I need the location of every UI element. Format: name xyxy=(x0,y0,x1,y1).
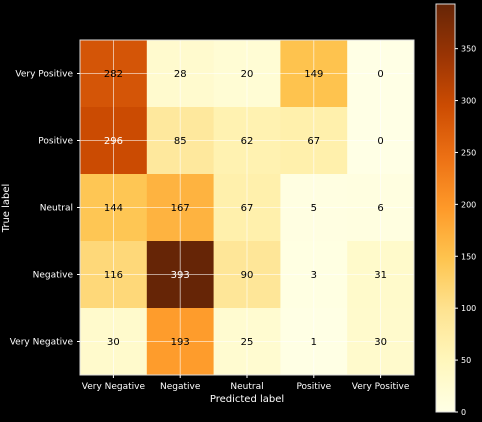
y-tick-label: Neutral xyxy=(40,204,73,214)
x-tick-label: Negative xyxy=(160,382,201,392)
cell-value-label: 193 xyxy=(171,337,190,348)
colorbar-tick-label: 150 xyxy=(461,252,476,261)
cell-value-label: 1 xyxy=(311,337,317,348)
x-tick-label: Very Negative xyxy=(82,382,146,392)
colorbar xyxy=(435,3,456,413)
y-tick-label: Very Positive xyxy=(15,70,73,80)
cell-value-label: 30 xyxy=(107,337,120,348)
x-tick-label: Very Positive xyxy=(352,382,410,392)
colorbar-tick-label: 200 xyxy=(461,200,476,209)
y-axis-ticks: Very Positive Positive Neutral Negative Very… xyxy=(10,70,80,348)
colorbar-tick-label: 250 xyxy=(461,148,476,157)
cell-value-label: 67 xyxy=(307,136,320,147)
cell-value-label: 25 xyxy=(241,337,254,348)
cell-value-label: 62 xyxy=(241,136,254,147)
cell-value-label: 282 xyxy=(104,69,123,80)
colorbar-tick-label: 50 xyxy=(461,356,471,365)
x-axis-ticks: Very Negative Negative Neutral Positive Very… xyxy=(82,375,410,392)
cell-value-label: 90 xyxy=(241,270,254,281)
cell-value-label: 167 xyxy=(171,203,190,214)
cell-value-label: 0 xyxy=(377,136,383,147)
y-tick-label: Very Negative xyxy=(10,338,74,348)
cell-value-label: 3 xyxy=(311,270,317,281)
cell-value-label: 30 xyxy=(374,337,387,348)
cell-value-label: 5 xyxy=(311,203,317,214)
y-tick-label: Negative xyxy=(33,271,74,281)
cell-value-label: 31 xyxy=(374,270,387,281)
y-tick-label: Positive xyxy=(38,137,73,147)
cell-value-label: 149 xyxy=(304,69,323,80)
cell-value-label: 393 xyxy=(171,270,190,281)
colorbar-tick-label: 0 xyxy=(461,408,466,417)
x-tick-label: Positive xyxy=(296,382,331,392)
cell-value-label: 0 xyxy=(377,69,383,80)
cell-value-label: 144 xyxy=(104,203,123,214)
cell-value-label: 116 xyxy=(104,270,123,281)
y-axis-label: True label xyxy=(1,184,12,234)
cell-value-label: 20 xyxy=(241,69,254,80)
colorbar-tick-label: 100 xyxy=(461,304,476,313)
grid-lines xyxy=(80,40,414,375)
colorbar-tick-label: 300 xyxy=(461,97,476,106)
cell-value-labels: 282 28 20 149 0 296 85 62 67 0 144 167 67 5 6 116 393 90 3… xyxy=(104,69,387,348)
x-axis-label: Predicted label xyxy=(210,394,284,405)
cell-value-label: 28 xyxy=(174,69,187,80)
colorbar-tick-label: 350 xyxy=(461,45,476,54)
colorbar-ticks: 0 50 100 150 200 250 300 350 xyxy=(455,45,476,417)
x-tick-label: Neutral xyxy=(230,382,263,392)
cell-value-label: 296 xyxy=(104,136,123,147)
cell-value-label: 85 xyxy=(174,136,187,147)
cell-value-label: 67 xyxy=(241,203,254,214)
cell-value-label: 6 xyxy=(377,203,383,214)
